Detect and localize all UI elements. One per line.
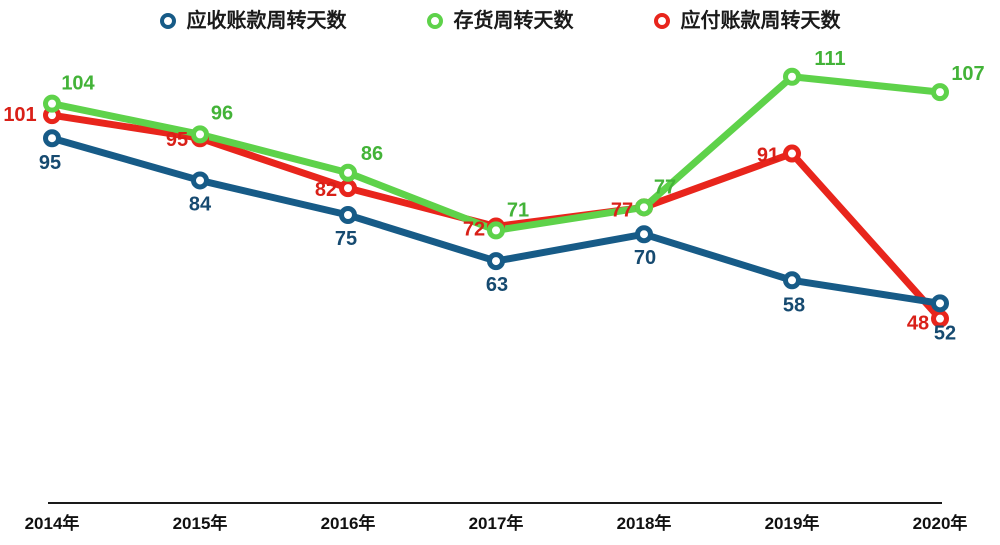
data-point-marker-receivable-days-2	[339, 206, 357, 224]
data-point-label-receivable-days-3: 63	[486, 274, 508, 296]
x-axis-tick-label: 2018年	[617, 513, 672, 533]
data-point-marker-receivable-days-4	[635, 225, 653, 244]
data-point-label-payable-days-6: 48	[907, 313, 929, 335]
x-axis-tick-label: 2017年	[469, 513, 524, 533]
data-point-label-inventory-days-3: 71	[507, 199, 529, 221]
data-point-label-receivable-days-4: 70	[634, 247, 656, 269]
data-point-label-receivable-days-5: 58	[783, 294, 805, 316]
data-point-marker-inventory-days-4	[635, 198, 653, 217]
data-point-marker-inventory-days-5	[783, 67, 801, 86]
data-point-marker-receivable-days-1	[191, 171, 209, 190]
data-point-marker-inventory-days-1	[191, 125, 209, 144]
data-point-label-inventory-days-2: 86	[361, 143, 383, 165]
legend-marker-icon	[426, 13, 443, 29]
data-point-marker-payable-days-5	[783, 144, 801, 163]
x-axis-tick-label: 2014年	[25, 513, 80, 533]
legend-label: 存货周转天数	[453, 10, 574, 32]
data-point-label-payable-days-2: 82	[315, 179, 337, 201]
data-point-marker-receivable-days-6	[931, 294, 949, 313]
data-point-label-payable-days-3: 72	[463, 219, 485, 241]
data-point-label-receivable-days-2: 75	[335, 228, 357, 250]
data-point-label-payable-days-5: 91	[757, 145, 779, 167]
data-point-label-receivable-days-0: 95	[39, 152, 61, 174]
x-axis-tick-label: 2020年	[913, 513, 968, 533]
legend-label: 应付账款周转天数	[680, 10, 841, 32]
x-axis-tick-label: 2016年	[321, 513, 376, 533]
data-point-label-inventory-days-5: 111	[814, 48, 845, 70]
legend-marker-icon	[653, 13, 670, 29]
data-point-label-inventory-days-1: 96	[211, 102, 233, 124]
x-axis-tick-label: 2015年	[173, 513, 228, 533]
data-point-label-inventory-days-6: 107	[951, 63, 984, 85]
data-point-marker-receivable-days-3	[487, 252, 505, 271]
data-point-label-payable-days-0: 101	[3, 104, 36, 126]
data-point-label-inventory-days-4: 77	[654, 176, 676, 198]
data-point-label-receivable-days-6: 52	[934, 322, 956, 344]
legend-item-inventory-days: 存货周转天数	[426, 10, 574, 32]
data-point-label-receivable-days-1: 84	[189, 193, 212, 215]
x-axis-tick-label: 2019年	[765, 513, 820, 533]
legend-item-receivable-days: 应收账款周转天数	[159, 10, 347, 32]
data-point-marker-inventory-days-2	[339, 163, 357, 182]
data-point-label-inventory-days-0: 104	[61, 73, 95, 95]
data-point-marker-receivable-days-5	[783, 271, 801, 290]
chart-legend: 应收账款周转天数 存货周转天数 应付账款周转天数	[0, 11, 1000, 31]
data-point-marker-payable-days-2	[339, 179, 357, 198]
data-point-marker-inventory-days-3	[487, 221, 505, 240]
data-point-marker-inventory-days-6	[931, 83, 949, 102]
data-point-label-payable-days-4: 77	[611, 199, 633, 221]
legend-marker-icon	[159, 13, 176, 29]
legend-label: 应收账款周转天数	[186, 10, 347, 32]
legend-item-payable-days: 应付账款周转天数	[653, 10, 841, 32]
data-point-marker-inventory-days-0	[43, 94, 61, 113]
data-point-label-payable-days-1: 95	[166, 129, 188, 151]
series-line-inventory-days	[48, 73, 944, 234]
data-point-marker-receivable-days-0	[43, 129, 61, 148]
